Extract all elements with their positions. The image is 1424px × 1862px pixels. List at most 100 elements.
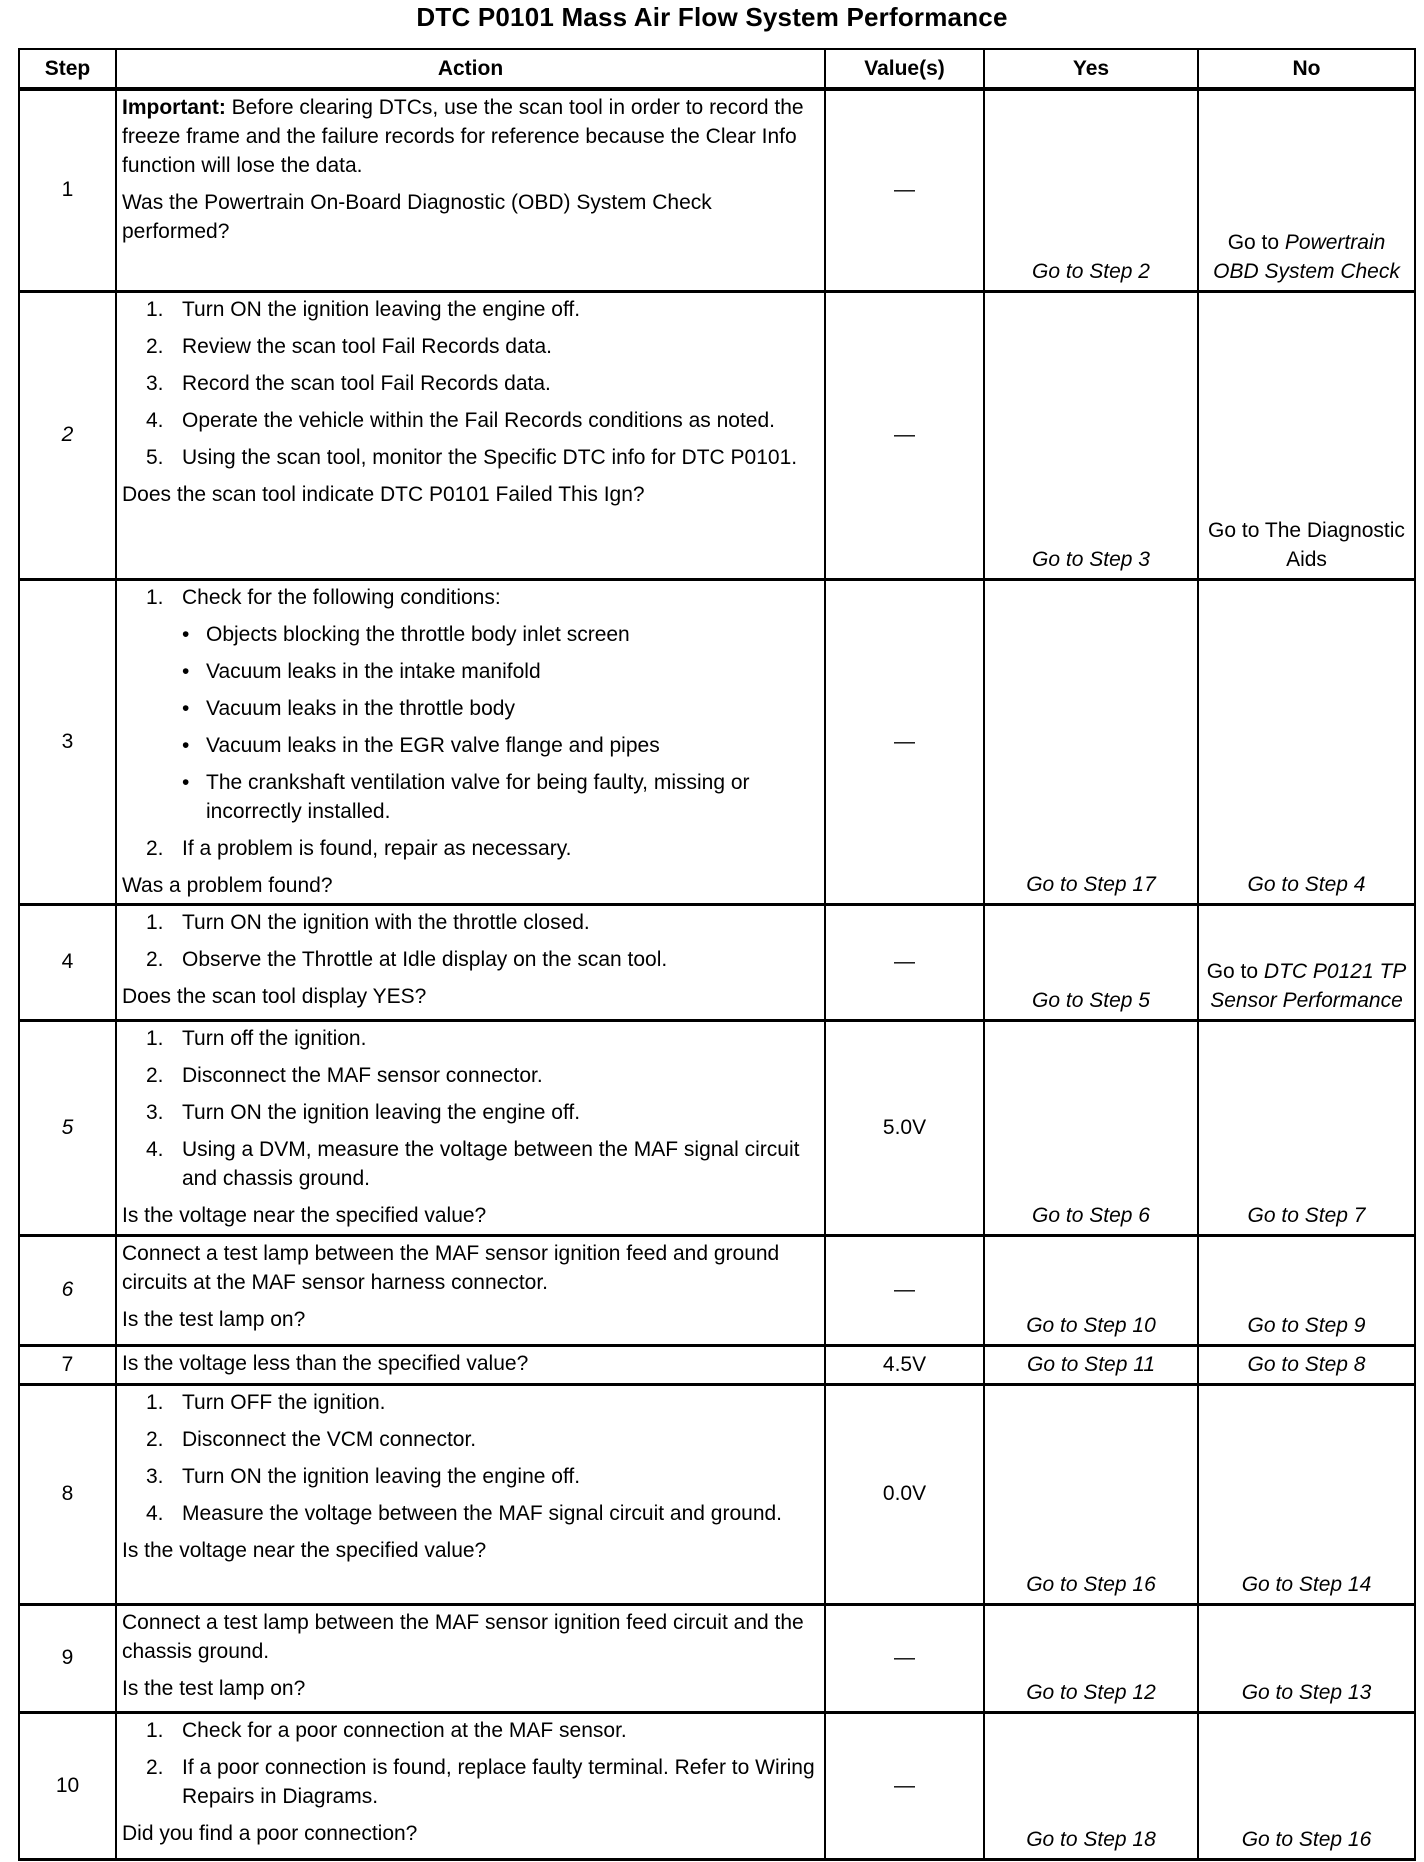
action-step-item: 2. Disconnect the VCM connector. [122,1425,819,1454]
value-cell: — [824,1603,985,1714]
table-header-row: Step Action Value(s) Yes No [18,48,1416,91]
item-number: 2. [146,1755,164,1779]
action-step-item: 4. Using a DVM, measure the voltage betwe… [122,1135,819,1193]
no-cell: Go to Step 16 [1197,1711,1416,1861]
item-text: Turn ON the ignition leaving the engine … [182,297,581,321]
step-number: 3 [18,578,117,906]
yes-goto-link: Go to Step 3 [1032,547,1150,571]
item-text: Check for the following conditions: [182,585,501,609]
value-cell: — [824,578,985,906]
yes-cell: Go to Step 3 [983,290,1199,581]
item-text: Vacuum leaks in the intake manifold [206,659,541,683]
action-step-item: 2. Disconnect the MAF sensor connector. [122,1061,819,1090]
item-text: Disconnect the VCM connector. [182,1427,477,1451]
item-number: 2. [146,334,164,358]
item-number: 3. [146,1100,164,1124]
item-number: 3. [146,1464,164,1488]
action-text: Connect a test lamp between the MAF sens… [122,1241,780,1294]
action-step-item: 3. Record the scan tool Fail Records data… [122,369,819,398]
item-number: 1. [146,1026,164,1050]
action-question: Is the voltage less than the specified v… [122,1351,529,1375]
header-values: Value(s) [824,48,985,91]
item-number: 4. [146,408,164,432]
item-text: Turn ON the ignition with the throttle c… [182,910,590,934]
item-text: Objects blocking the throttle body inlet… [206,622,630,646]
action-cell: 1. Turn ON the ignition with the throttle… [115,903,826,1022]
item-text: The crankshaft ventilation valve for bei… [206,770,750,823]
action-paragraph: Connect a test lamp between the MAF sens… [122,1608,819,1666]
diagnostic-table: Step Action Value(s) Yes No 1 Important: … [18,48,1416,1861]
bullet-item: • Vacuum leaks in the intake manifold [122,657,819,686]
header-yes: Yes [983,48,1199,91]
no-goto-text: Go to The Diagnostic Aids [1208,518,1405,571]
item-number: 1. [146,1718,164,1742]
step-number: 2 [18,290,117,581]
item-number: 2. [146,947,164,971]
action-cell: 1. Turn ON the ignition leaving the engin… [115,290,826,581]
table-row: 5 1. Turn off the ignition. 2. Disconnect th… [18,1019,1416,1237]
action-question: Is the voltage near the specified value? [122,1203,487,1227]
yes-goto-link: Go to Step 18 [1026,1827,1156,1851]
item-text: Using the scan tool, monitor the Specifi… [182,445,798,469]
step-number: 10 [18,1711,117,1861]
action-cell: 1. Check for a poor connection at the MAF… [115,1711,826,1861]
yes-cell: Go to Step 12 [983,1603,1199,1714]
yes-cell: Go to Step 5 [983,903,1199,1022]
step-number: 8 [18,1383,117,1606]
table-row: 6 Connect a test lamp between the MAF sen… [18,1234,1416,1347]
bullet-icon: • [182,622,190,646]
item-number: 2. [146,1063,164,1087]
item-text: Turn off the ignition. [182,1026,367,1050]
step-number: 1 [18,88,117,293]
no-goto-link: Go to Step 14 [1241,1572,1372,1596]
action-question: Was a problem found? [122,873,333,897]
yes-cell: Go to Step 17 [983,578,1199,906]
item-number: 4. [146,1501,164,1525]
bullet-item: • Vacuum leaks in the EGR valve flange an… [122,731,819,760]
no-goto-link: DTC P0121 TP Sensor Performance [1210,959,1407,1012]
item-number: 4. [146,1137,164,1161]
yes-goto-link: Go to Step 17 [1026,872,1156,896]
bullet-icon: • [182,659,190,683]
item-text: Record the scan tool Fail Records data. [182,371,551,395]
yes-goto-link: Go to Step 12 [1026,1680,1156,1704]
item-text: If a problem is found, repair as necessa… [182,836,572,860]
bullet-item: • Vacuum leaks in the throttle body [122,694,819,723]
action-step-item: 1. Check for the following conditions: [122,583,819,612]
no-goto-link: Go to Step 7 [1247,1203,1366,1227]
action-step-item: 4. Measure the voltage between the MAF si… [122,1499,819,1528]
value-cell: — [824,1234,985,1347]
item-number: 1. [146,910,164,934]
action-text: Connect a test lamp between the MAF sens… [122,1610,804,1663]
yes-goto-link: Go to Step 2 [1032,259,1150,283]
no-goto-text: Go to [1227,230,1285,254]
item-text: Observe the Throttle at Idle display on … [182,947,668,971]
action-question: Is the test lamp on? [122,1307,306,1331]
item-number: 2. [146,836,164,860]
item-text: If a poor connection is found, replace f… [182,1755,815,1808]
bullet-item: • Objects blocking the throttle body inle… [122,620,819,649]
item-text: Operate the vehicle within the Fail Reco… [182,408,775,432]
action-cell: Connect a test lamp between the MAF sens… [115,1603,826,1714]
no-cell: Go to Step 13 [1197,1603,1416,1714]
action-paragraph: Important: Before clearing DTCs, use the… [122,93,819,180]
item-text: Disconnect the MAF sensor connector. [182,1063,543,1087]
action-cell: Important: Before clearing DTCs, use the… [115,88,826,293]
table-row: 3 1. Check for the following conditions: • O… [18,578,1416,906]
no-cell: Go to The Diagnostic Aids [1197,290,1416,581]
yes-goto-link: Go to Step 5 [1032,988,1150,1012]
header-no: No [1197,48,1416,91]
action-cell: Connect a test lamp between the MAF sens… [115,1234,826,1347]
yes-goto-link: Go to Step 6 [1032,1203,1150,1227]
action-step-item: 1. Turn ON the ignition leaving the engin… [122,295,819,324]
item-number: 1. [146,585,164,609]
action-question: Is the test lamp on? [122,1676,306,1700]
table-row: 7 Is the voltage less than the specified … [18,1344,1416,1386]
no-goto-link: Powertrain OBD System Check [1213,230,1400,283]
action-paragraph: Connect a test lamp between the MAF sens… [122,1239,819,1297]
action-step-item: 2. If a problem is found, repair as neces… [122,834,819,863]
item-text: Measure the voltage between the MAF sign… [182,1501,783,1525]
item-number: 3. [146,371,164,395]
yes-cell: Go to Step 16 [983,1383,1199,1606]
table-row: 10 1. Check for a poor connection at the M… [18,1711,1416,1861]
